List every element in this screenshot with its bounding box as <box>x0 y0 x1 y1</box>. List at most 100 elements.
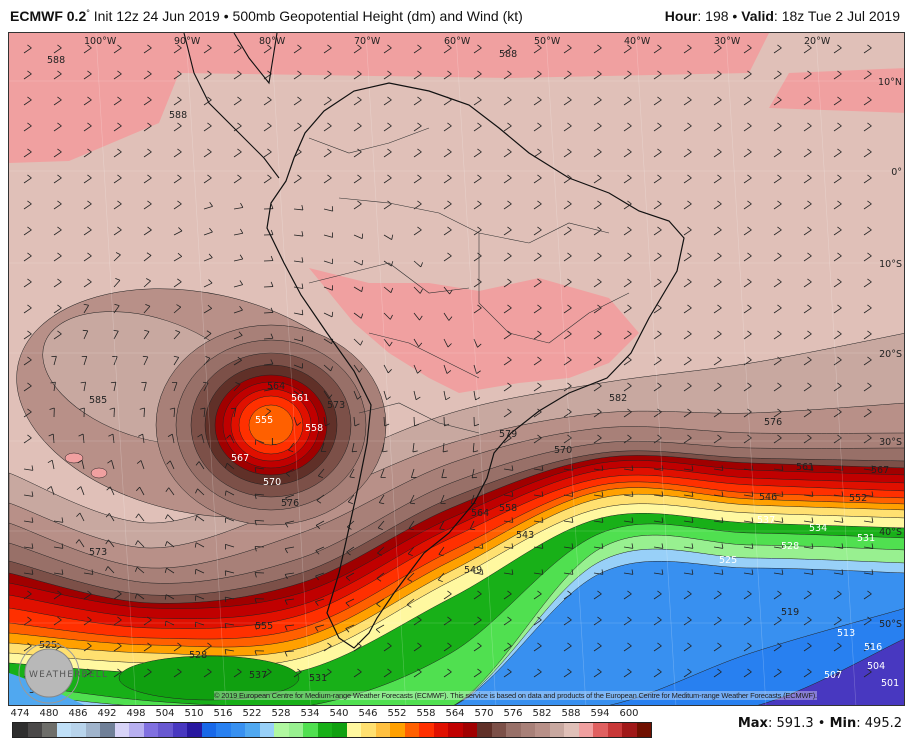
colorbar-swatch <box>114 723 129 737</box>
colorbar-swatch <box>607 723 622 737</box>
wind-barb <box>413 70 422 80</box>
wind-barb <box>683 304 692 314</box>
wind-barb <box>503 517 514 523</box>
wind-barb <box>23 569 34 575</box>
wind-barb <box>323 668 332 678</box>
wind-barb <box>353 668 362 678</box>
wind-barb <box>773 200 782 210</box>
wind-barb <box>293 363 303 369</box>
wind-barb <box>623 96 632 106</box>
wind-barb <box>833 330 842 340</box>
wind-barb <box>623 517 634 523</box>
wind-barb <box>773 330 782 340</box>
wind-barb <box>743 465 754 471</box>
wind-barb <box>803 408 812 418</box>
wind-barb <box>315 598 325 606</box>
wind-barb <box>46 486 55 496</box>
contour-label: 564 <box>267 381 285 392</box>
wind-barb <box>743 96 752 106</box>
wind-barb <box>263 96 272 106</box>
wind-barb <box>833 491 844 497</box>
wind-barb <box>173 44 182 54</box>
wind-barb <box>623 278 632 288</box>
wind-barb <box>288 442 295 453</box>
wind-barb <box>323 642 332 652</box>
wind-barb <box>833 96 842 106</box>
wind-barb <box>533 491 544 497</box>
wind-barb <box>593 44 602 54</box>
longitude-label: 100°W <box>84 36 117 47</box>
wind-barb <box>563 517 574 523</box>
colorbar-label: 474 <box>10 708 30 719</box>
wind-barb <box>683 434 692 444</box>
wind-barb <box>143 642 152 652</box>
wind-barb <box>563 44 572 54</box>
wind-barb <box>773 517 784 523</box>
wind-barb <box>105 539 115 548</box>
wind-barb <box>383 364 392 374</box>
wind-barb <box>383 668 392 678</box>
wind-barb <box>833 226 842 236</box>
weather-map[interactable]: 100°W 90°W 80°W 70°W 60°W 50°W 40°W 30°W 20°W 10… <box>8 32 905 706</box>
contour-label: 525 <box>39 640 57 651</box>
wind-barb <box>203 642 212 652</box>
wind-barb <box>863 668 872 678</box>
wind-barb <box>83 70 92 80</box>
wind-barb <box>713 668 722 678</box>
wind-barb <box>683 278 692 288</box>
south-america-coastline <box>266 82 685 649</box>
wind-barb <box>593 356 602 366</box>
wind-barb <box>293 174 302 184</box>
wind-barb <box>315 572 325 581</box>
wind-barb <box>53 226 62 236</box>
wind-barb <box>833 304 842 314</box>
wind-barb <box>442 442 449 453</box>
wind-barb <box>23 278 32 288</box>
wind-barb <box>293 283 304 289</box>
wind-barb <box>503 122 512 132</box>
wind-barb <box>863 304 872 314</box>
wind-barb <box>200 407 206 418</box>
wind-barb <box>284 598 295 605</box>
wind-barb <box>683 408 692 418</box>
wind-barb <box>863 543 874 549</box>
wind-barb <box>173 252 183 262</box>
wind-barb <box>803 148 812 158</box>
wind-barb <box>833 616 842 626</box>
colorbar-swatch <box>288 723 303 737</box>
wind-barb <box>563 616 572 626</box>
wind-barb <box>173 278 182 288</box>
wind-barb <box>833 569 844 575</box>
wind-barb <box>78 433 85 444</box>
wind-barb <box>503 356 512 366</box>
height-band <box>118 655 300 701</box>
wind-barb <box>375 624 385 634</box>
wind-barb <box>773 382 782 392</box>
wind-barb <box>533 517 544 523</box>
wind-barb <box>713 252 722 262</box>
wind-barb <box>23 96 32 106</box>
colorbar-swatch <box>332 723 347 737</box>
wind-barb <box>23 330 32 340</box>
wind-barb <box>563 668 572 678</box>
wind-barb <box>803 465 814 471</box>
wind-barb <box>473 304 482 314</box>
colorbar-swatch <box>172 723 187 737</box>
wind-barb <box>593 491 604 497</box>
wind-barb <box>623 44 632 54</box>
wind-barb <box>173 355 180 366</box>
wind-barb <box>166 460 175 470</box>
colorbar-swatch <box>404 723 419 737</box>
colorbar-label: 528 <box>271 708 291 719</box>
wind-barb <box>833 122 842 132</box>
wind-barb <box>713 70 722 80</box>
wind-barb <box>233 174 242 184</box>
colorbar-label: 522 <box>242 708 262 719</box>
wind-barb <box>623 382 632 392</box>
wind-barb <box>773 174 782 184</box>
wind-barb <box>263 307 274 314</box>
wind-barb <box>53 543 64 549</box>
wind-barb <box>134 566 145 574</box>
contour-label: 576 <box>764 417 782 428</box>
wind-barb <box>713 330 722 340</box>
